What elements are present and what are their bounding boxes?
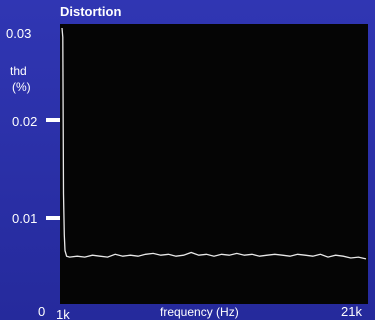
y-tick-label-0.02: 0.02: [12, 114, 37, 129]
x-tick-label-1k: 1k: [56, 307, 70, 320]
plot-area: [60, 24, 368, 304]
x-axis-label: frequency (Hz): [160, 305, 239, 319]
y-axis-label: thd: [10, 64, 27, 78]
y-tick-label-0.01: 0.01: [12, 211, 37, 226]
y-tick-mark-0.01: [46, 216, 60, 220]
y-tick-mark-0.02: [46, 118, 60, 122]
y-axis-unit: (%): [12, 80, 31, 94]
thd-series-line: [61, 27, 367, 260]
chart-title: Distortion: [60, 4, 122, 19]
y-tick-label-0: 0: [38, 304, 45, 319]
y-tick-label-0.03: 0.03: [6, 26, 31, 41]
x-tick-label-21k: 21k: [341, 304, 362, 319]
